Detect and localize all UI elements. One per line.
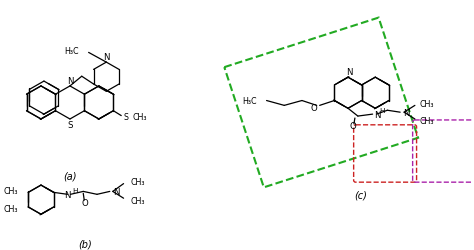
Text: H: H [380,108,385,114]
Text: N: N [403,108,410,117]
Text: N: N [67,77,73,86]
Text: O: O [82,198,89,207]
Text: N: N [374,110,381,119]
Text: CH₃: CH₃ [419,117,434,126]
Text: O: O [349,122,356,131]
Text: CH₃: CH₃ [419,100,434,108]
Text: CH₃: CH₃ [4,186,18,195]
Text: N: N [113,187,119,196]
Text: N: N [64,190,71,199]
Text: S: S [123,112,128,122]
Text: N: N [103,53,109,62]
Text: CH₃: CH₃ [4,204,18,214]
Text: N: N [346,68,352,77]
Text: (a): (a) [63,171,77,181]
Text: (c): (c) [354,190,367,200]
Text: S: S [67,120,73,130]
Text: (b): (b) [78,238,92,248]
Text: CH₃: CH₃ [132,112,146,122]
Text: H₃C: H₃C [242,97,257,106]
Text: CH₃: CH₃ [130,178,145,186]
Text: H: H [73,188,78,194]
Text: H₃C: H₃C [64,47,79,56]
Text: CH₃: CH₃ [130,196,145,205]
Text: O: O [311,104,318,112]
